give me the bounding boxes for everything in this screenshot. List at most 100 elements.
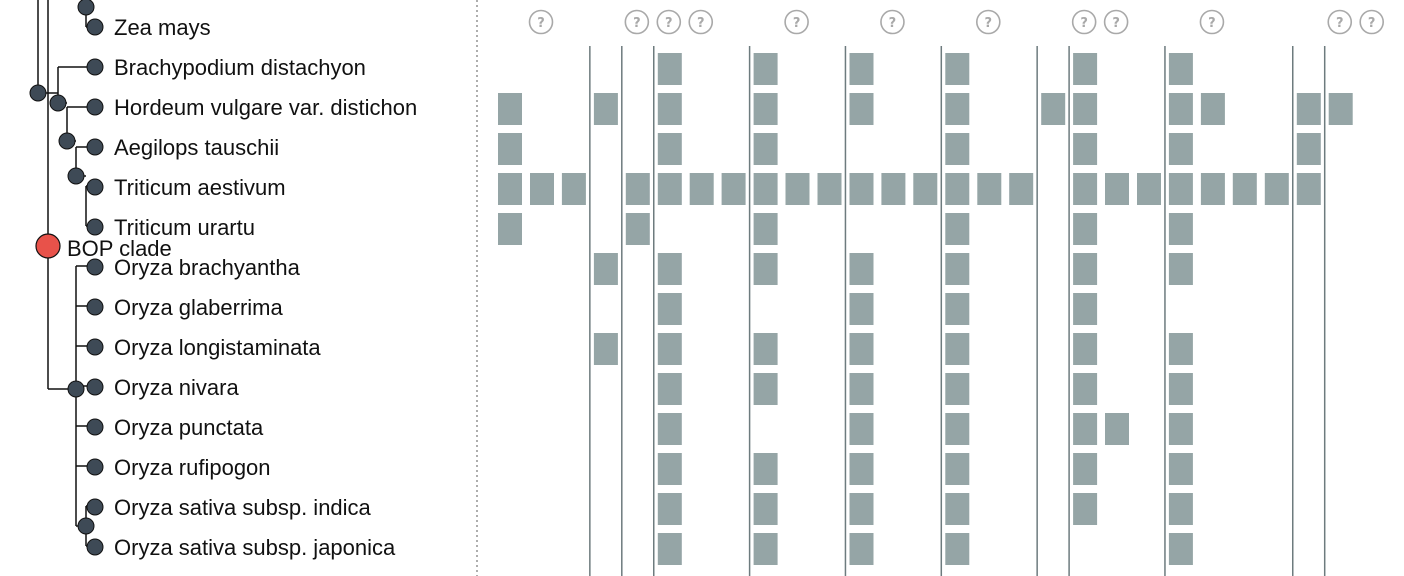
alignment-cell[interactable]	[657, 173, 682, 205]
alignment-cell[interactable]	[1168, 533, 1193, 565]
alignment-cell[interactable]	[1073, 133, 1098, 165]
alignment-cell[interactable]	[1073, 293, 1098, 325]
alignment-cell[interactable]	[753, 453, 778, 485]
tree-node[interactable]	[29, 84, 47, 102]
leaf-node[interactable]	[86, 178, 104, 196]
alignment-cell[interactable]	[753, 173, 778, 205]
alignment-cell[interactable]	[1073, 373, 1098, 405]
tree-node[interactable]	[77, 0, 95, 16]
alignment-cell[interactable]	[657, 53, 682, 85]
species-label[interactable]: Zea mays	[114, 15, 211, 40]
alignment-cell[interactable]	[945, 253, 970, 285]
species-label[interactable]: Oryza brachyantha	[114, 255, 301, 280]
alignment-cell[interactable]	[625, 173, 650, 205]
help-icon[interactable]: ?	[975, 9, 1001, 35]
species-label[interactable]: Triticum aestivum	[114, 175, 286, 200]
alignment-cell[interactable]	[849, 253, 874, 285]
alignment-cell[interactable]	[849, 373, 874, 405]
alignment-cell[interactable]	[785, 173, 810, 205]
species-label[interactable]: Oryza rufipogon	[114, 455, 271, 480]
alignment-cell[interactable]	[881, 173, 906, 205]
leaf-node[interactable]	[86, 538, 104, 556]
alignment-cell[interactable]	[753, 253, 778, 285]
alignment-cell[interactable]	[945, 333, 970, 365]
alignment-cell[interactable]	[1105, 173, 1129, 205]
species-label[interactable]: Triticum urartu	[114, 215, 255, 240]
alignment-cell[interactable]	[1296, 173, 1321, 205]
alignment-cell[interactable]	[498, 173, 522, 205]
alignment-cell[interactable]	[1296, 93, 1321, 125]
alignment-cell[interactable]	[657, 453, 682, 485]
alignment-cell[interactable]	[945, 133, 970, 165]
alignment-cell[interactable]	[849, 533, 874, 565]
alignment-cell[interactable]	[753, 133, 778, 165]
alignment-cell[interactable]	[753, 93, 778, 125]
alignment-cell[interactable]	[945, 173, 970, 205]
alignment-cell[interactable]	[753, 373, 778, 405]
alignment-cell[interactable]	[1200, 93, 1225, 125]
alignment-cell[interactable]	[1168, 213, 1193, 245]
alignment-cell[interactable]	[849, 293, 874, 325]
alignment-cell[interactable]	[945, 293, 970, 325]
alignment-cell[interactable]	[1200, 173, 1225, 205]
leaf-node[interactable]	[86, 338, 104, 356]
alignment-cell[interactable]	[657, 413, 682, 445]
leaf-node[interactable]	[86, 498, 104, 516]
alignment-cell[interactable]	[721, 173, 746, 205]
alignment-cell[interactable]	[593, 253, 618, 285]
species-label[interactable]: Aegilops tauschii	[114, 135, 279, 160]
alignment-cell[interactable]	[1041, 93, 1066, 125]
alignment-cell[interactable]	[945, 453, 970, 485]
alignment-cell[interactable]	[1328, 93, 1353, 125]
leaf-node[interactable]	[86, 218, 104, 236]
help-icon[interactable]: ?	[1071, 9, 1097, 35]
help-icon[interactable]: ?	[1103, 9, 1129, 35]
leaf-node[interactable]	[86, 298, 104, 316]
alignment-cell[interactable]	[1073, 493, 1098, 525]
alignment-cell[interactable]	[945, 493, 970, 525]
alignment-cell[interactable]	[945, 93, 970, 125]
alignment-cell[interactable]	[1105, 413, 1129, 445]
tree-node[interactable]	[58, 132, 76, 150]
species-label[interactable]: Oryza glaberrima	[114, 295, 283, 320]
alignment-cell[interactable]	[1073, 213, 1098, 245]
alignment-cell[interactable]	[1073, 53, 1098, 85]
tree-node[interactable]	[67, 380, 85, 398]
alignment-cell[interactable]	[1009, 173, 1034, 205]
tree-node[interactable]	[67, 167, 85, 185]
help-icon[interactable]: ?	[880, 9, 905, 35]
alignment-cell[interactable]	[945, 53, 970, 85]
alignment-cell[interactable]	[753, 493, 778, 525]
alignment-cell[interactable]	[1232, 173, 1257, 205]
alignment-cell[interactable]	[1073, 173, 1098, 205]
alignment-cell[interactable]	[1168, 253, 1193, 285]
alignment-cell[interactable]	[849, 493, 874, 525]
help-icon[interactable]: ?	[688, 9, 714, 35]
alignment-cell[interactable]	[1168, 133, 1193, 165]
leaf-node[interactable]	[86, 258, 104, 276]
alignment-cell[interactable]	[1168, 413, 1193, 445]
alignment-cell[interactable]	[1073, 333, 1098, 365]
alignment-cell[interactable]	[913, 173, 938, 205]
leaf-node[interactable]	[86, 458, 104, 476]
leaf-node[interactable]	[86, 18, 104, 36]
alignment-cell[interactable]	[1137, 173, 1161, 205]
species-label[interactable]: Oryza sativa subsp. japonica	[114, 535, 396, 560]
help-icon[interactable]: ?	[1359, 9, 1384, 35]
alignment-cell[interactable]	[1264, 173, 1289, 205]
leaf-node[interactable]	[86, 58, 104, 76]
alignment-cell[interactable]	[1168, 373, 1193, 405]
alignment-cell[interactable]	[1168, 93, 1193, 125]
help-icon[interactable]: ?	[528, 9, 554, 35]
species-label[interactable]: Oryza sativa subsp. indica	[114, 495, 372, 520]
alignment-cell[interactable]	[849, 333, 874, 365]
alignment-cell[interactable]	[498, 93, 522, 125]
help-icon[interactable]: ?	[624, 9, 650, 35]
alignment-cell[interactable]	[1073, 253, 1098, 285]
alignment-cell[interactable]	[945, 413, 970, 445]
tree-node[interactable]	[49, 94, 67, 112]
alignment-cell[interactable]	[1073, 453, 1098, 485]
alignment-cell[interactable]	[1073, 413, 1098, 445]
alignment-cell[interactable]	[689, 173, 714, 205]
alignment-cell[interactable]	[753, 53, 778, 85]
